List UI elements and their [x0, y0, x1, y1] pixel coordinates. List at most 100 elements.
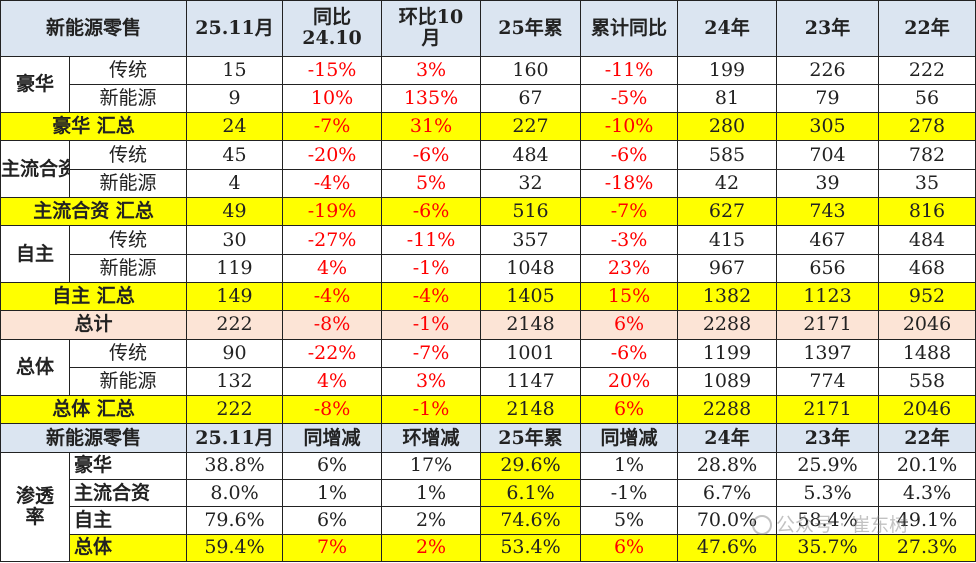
- total-row: 总计 222 -8% -1% 2148 6% 2288 2171 2046: [0, 310, 976, 340]
- column-header: 23年: [776, 423, 880, 453]
- table-cell: 74.6%: [480, 506, 582, 535]
- summary-label: 豪华 汇总: [0, 112, 188, 142]
- row-label: 豪华: [68, 451, 188, 481]
- row-label: 新能源: [68, 366, 188, 397]
- row-label: 传统: [68, 140, 188, 170]
- table-cell: 227: [480, 112, 582, 142]
- table-cell: 132: [186, 366, 284, 397]
- table-row: 新能源 9 10% 135% 67 -5% 81 79 56: [1, 83, 976, 114]
- table-cell: 2288: [677, 310, 778, 340]
- table-cell: 81: [677, 83, 778, 114]
- table-cell: -8%: [282, 310, 383, 340]
- table-cell: 1%: [381, 479, 482, 508]
- table-cell: 29.6%: [480, 451, 582, 481]
- penetration-row: 主流合资 8.0% 1% 1% 6.1% -1% 6.7% 5.3% 4.3%: [1, 479, 976, 508]
- group-label: 渗透率: [0, 451, 70, 563]
- table-cell: 1089: [677, 366, 778, 397]
- column-header: 同比24.10: [282, 0, 383, 57]
- table-cell: -3%: [580, 225, 679, 255]
- table-cell: 2046: [878, 395, 976, 425]
- summary-row: 主流合资 汇总 49 -19% -6% 516 -7% 627 743 816: [0, 197, 976, 227]
- table-cell: 467: [776, 225, 880, 255]
- summary-label: 自主 汇总: [0, 281, 188, 312]
- table-cell: 2288: [677, 395, 778, 425]
- table-cell: 4.3%: [878, 479, 976, 508]
- table-cell: -27%: [282, 225, 383, 255]
- table-cell: 135%: [381, 83, 482, 114]
- table-cell: 199: [677, 55, 778, 85]
- watermark: 公众号 · 崔东树: [752, 510, 908, 537]
- table-cell: 1%: [580, 451, 679, 481]
- table-cell: 1488: [878, 338, 976, 368]
- table-cell: 2%: [381, 533, 482, 563]
- row-label: 新能源: [68, 83, 188, 114]
- table-cell: 6%: [580, 533, 679, 563]
- table-cell: -11%: [381, 225, 482, 255]
- table-cell: 774: [776, 366, 880, 397]
- table-cell: 6.1%: [480, 479, 582, 508]
- table-cell: 468: [878, 253, 976, 283]
- table-cell: 6%: [580, 395, 679, 425]
- table-cell: 24: [186, 112, 284, 142]
- table-cell: 56: [878, 83, 976, 114]
- table-cell: 2171: [776, 395, 880, 425]
- table-cell: -5%: [580, 83, 679, 114]
- table-cell: 782: [878, 140, 976, 170]
- table-cell: 2171: [776, 310, 880, 340]
- table-cell: 45: [186, 140, 284, 170]
- table-cell: 30: [186, 225, 284, 255]
- table-cell: 743: [776, 197, 880, 227]
- column-header: 同增减: [282, 423, 383, 453]
- table-cell: 3%: [381, 366, 482, 397]
- table-cell: 7%: [282, 533, 383, 563]
- table-cell: 15%: [580, 281, 679, 312]
- table-cell: 1382: [677, 281, 778, 312]
- table-row: 总体 传统 90 -22% -7% 1001 -6% 1199 1397 1488: [0, 338, 976, 397]
- row-label: 总体: [68, 533, 188, 563]
- table-cell: 1048: [480, 253, 582, 283]
- table-cell: 10%: [282, 83, 383, 114]
- table-row: 豪华 传统 15 -15% 3% 160 -11% 199 226 222: [0, 55, 976, 114]
- group-label: 总体: [0, 338, 70, 397]
- table-cell: -1%: [381, 310, 482, 340]
- table-cell: 32: [480, 168, 582, 199]
- summary-row: 自主 汇总 149 -4% -4% 1405 15% 1382 1123 952: [0, 281, 976, 312]
- table-cell: 42: [677, 168, 778, 199]
- table-cell: -20%: [282, 140, 383, 170]
- table-cell: 2046: [878, 310, 976, 340]
- table-cell: 17%: [381, 451, 482, 481]
- table-cell: 1199: [677, 338, 778, 368]
- column-header: 24年: [677, 0, 778, 57]
- table-cell: 5%: [580, 506, 679, 535]
- summary-label: 主流合资 汇总: [0, 197, 188, 227]
- summary-label: 总体 汇总: [0, 395, 188, 425]
- column-header: 新能源零售: [0, 423, 188, 453]
- penetration-row: 渗透率 豪华 38.8% 6% 17% 29.6% 1% 28.8% 25.9% 20.1%: [0, 451, 976, 563]
- table-row: 新能源 119 4% -1% 1048 23% 967 656 468: [1, 253, 976, 283]
- row-label: 传统: [68, 55, 188, 85]
- table-cell: 1123: [776, 281, 880, 312]
- table-cell: 558: [878, 366, 976, 397]
- table-cell: 6%: [282, 506, 383, 535]
- table-cell: 39: [776, 168, 880, 199]
- table-cell: 38.8%: [186, 451, 284, 481]
- table-cell: 27.3%: [878, 533, 976, 563]
- table-cell: 79: [776, 83, 880, 114]
- table-cell: 1405: [480, 281, 582, 312]
- table-row: 自主 传统 30 -27% -11% 357 -3% 415 467 484: [0, 225, 976, 283]
- table-cell: 79.6%: [186, 506, 284, 535]
- table-cell: 8.0%: [186, 479, 284, 508]
- table-cell: 4: [186, 168, 284, 199]
- table-cell: 415: [677, 225, 778, 255]
- table-cell: 2148: [480, 395, 582, 425]
- table-cell: 23%: [580, 253, 679, 283]
- column-header: 22年: [878, 0, 976, 57]
- table-cell: 484: [480, 140, 582, 170]
- table-cell: 149: [186, 281, 284, 312]
- table-cell: 1147: [480, 366, 582, 397]
- table-cell: 35: [878, 168, 976, 199]
- table-cell: -22%: [282, 338, 383, 368]
- table-cell: 15: [186, 55, 284, 85]
- column-header: 同增减: [580, 423, 679, 453]
